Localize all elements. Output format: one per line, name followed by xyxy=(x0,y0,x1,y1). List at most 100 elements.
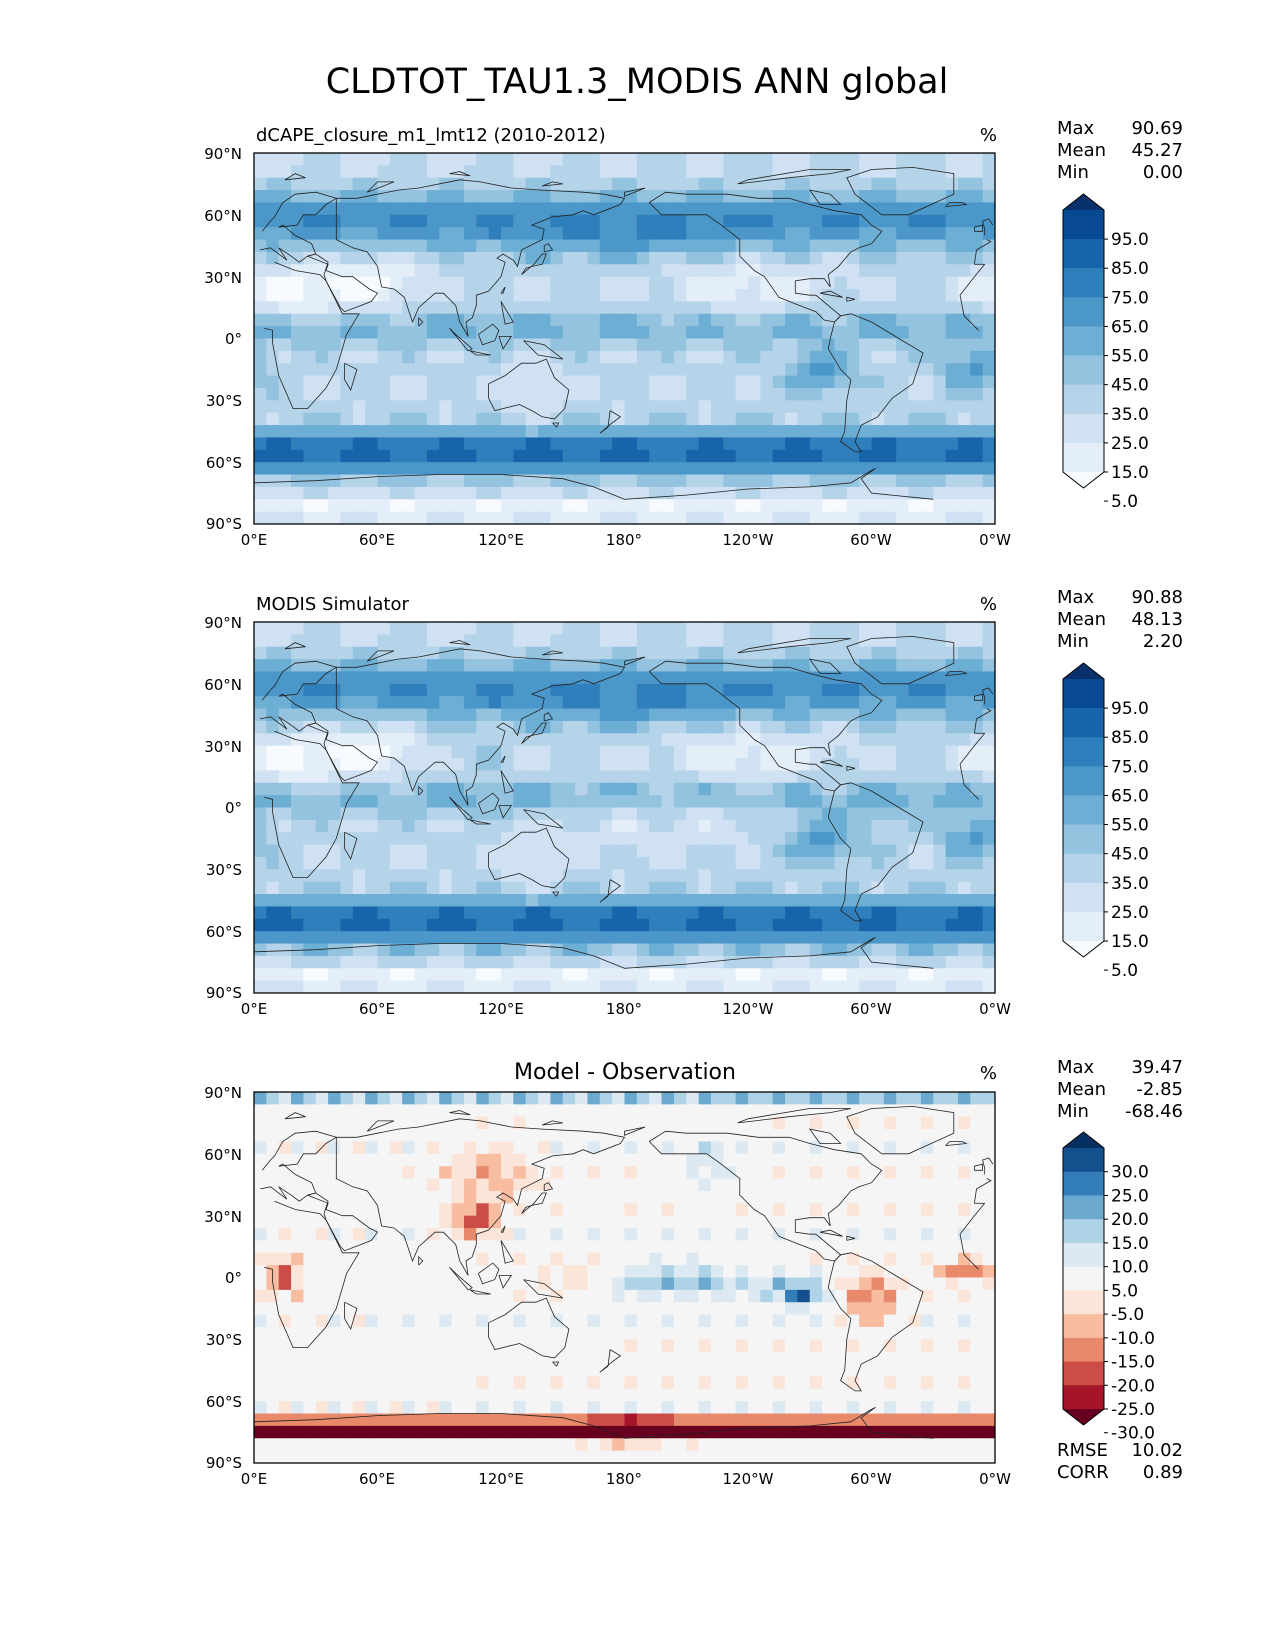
field-cell xyxy=(575,511,589,524)
field-cell xyxy=(723,918,737,932)
field-cell xyxy=(883,474,897,488)
field-cell xyxy=(661,894,675,908)
field-cell xyxy=(254,634,267,648)
field-cell xyxy=(723,634,737,648)
field-cell xyxy=(636,313,650,327)
field-cell xyxy=(599,313,613,327)
field-cell xyxy=(365,795,379,809)
field-cell xyxy=(254,931,267,945)
field-cell xyxy=(315,1104,329,1118)
field-cell xyxy=(846,1141,860,1155)
field-cell xyxy=(859,462,873,476)
field-cell xyxy=(686,239,700,253)
field-cell xyxy=(254,301,267,315)
field-cell xyxy=(402,511,416,524)
field-cell xyxy=(772,313,786,327)
field-cell xyxy=(698,1252,712,1266)
field-cell xyxy=(673,770,687,784)
field-cell xyxy=(328,1166,342,1180)
field-cell xyxy=(513,819,527,833)
field-cell xyxy=(612,1215,626,1229)
field-cell xyxy=(834,239,848,253)
field-cell xyxy=(587,819,601,833)
field-cell xyxy=(254,387,267,401)
coastline xyxy=(344,831,358,860)
field-cell xyxy=(772,1240,786,1254)
field-cell xyxy=(920,955,934,969)
field-cell xyxy=(266,733,280,747)
field-cell xyxy=(883,177,897,191)
field-cell xyxy=(303,437,317,451)
field-cell xyxy=(822,980,836,993)
y-tick-label: 30°S xyxy=(206,861,242,879)
field-cell xyxy=(822,462,836,476)
field-cell xyxy=(266,276,280,290)
field-cell xyxy=(673,165,687,179)
field-cell xyxy=(340,1326,354,1340)
field-cell xyxy=(513,350,527,364)
field-cell xyxy=(266,906,280,920)
field-cell xyxy=(365,671,379,685)
field-cell xyxy=(822,375,836,389)
field-cell xyxy=(612,165,626,179)
field-cell xyxy=(686,511,700,524)
field-cell xyxy=(599,782,613,796)
field-cell xyxy=(365,338,379,352)
field-cell xyxy=(278,375,292,389)
field-cell xyxy=(414,449,428,463)
field-cell xyxy=(945,412,959,426)
field-cell xyxy=(328,869,342,883)
coastline xyxy=(254,474,625,500)
field-cell xyxy=(538,264,551,278)
field-cell xyxy=(575,239,589,253)
field-cell xyxy=(772,276,786,290)
field-cell xyxy=(710,387,724,401)
field-cell xyxy=(982,239,995,253)
field-cell xyxy=(710,1289,724,1303)
field-cell xyxy=(488,1153,502,1167)
field-cell xyxy=(451,1228,465,1241)
panel-difference: Model - Observation % 90°N 60°N 30°N 0° … xyxy=(204,1057,1183,1488)
field-cell xyxy=(513,844,527,858)
field-cell xyxy=(698,622,712,635)
field-cell xyxy=(636,499,650,513)
field-cell xyxy=(328,214,342,228)
field-cell xyxy=(463,646,477,660)
field-cell xyxy=(599,770,613,784)
field-cell xyxy=(612,1092,626,1105)
field-cell xyxy=(266,659,280,673)
field-cell xyxy=(439,400,453,414)
field-cell xyxy=(846,462,860,476)
field-cell xyxy=(575,1277,589,1291)
field-cell xyxy=(760,720,774,734)
field-cell xyxy=(377,511,391,524)
field-cell xyxy=(760,795,774,809)
field-cell xyxy=(501,499,514,513)
field-cell xyxy=(463,1178,477,1192)
field-cell xyxy=(389,1178,403,1192)
field-cell xyxy=(797,1228,811,1241)
field-cell xyxy=(785,1092,798,1105)
coastline xyxy=(500,770,514,794)
field-cell xyxy=(822,696,836,710)
field-cell xyxy=(414,708,428,722)
field-cell xyxy=(624,881,638,895)
field-cell xyxy=(686,696,700,710)
field-cell xyxy=(673,671,687,685)
field-cell xyxy=(723,758,737,771)
field-cell xyxy=(278,844,292,858)
field-cell xyxy=(550,918,564,932)
field-cell xyxy=(785,1240,798,1254)
field-cell xyxy=(463,239,477,253)
field-cell xyxy=(352,239,366,253)
field-cell xyxy=(945,214,959,228)
field-cell xyxy=(377,338,391,352)
field-cell xyxy=(809,511,823,524)
field-cell xyxy=(896,671,910,685)
field-cell xyxy=(439,214,453,228)
field-cell xyxy=(426,980,440,993)
field-cell xyxy=(550,214,564,228)
field-cell xyxy=(476,251,490,265)
field-cell xyxy=(970,980,984,993)
field-cell xyxy=(550,1314,564,1328)
